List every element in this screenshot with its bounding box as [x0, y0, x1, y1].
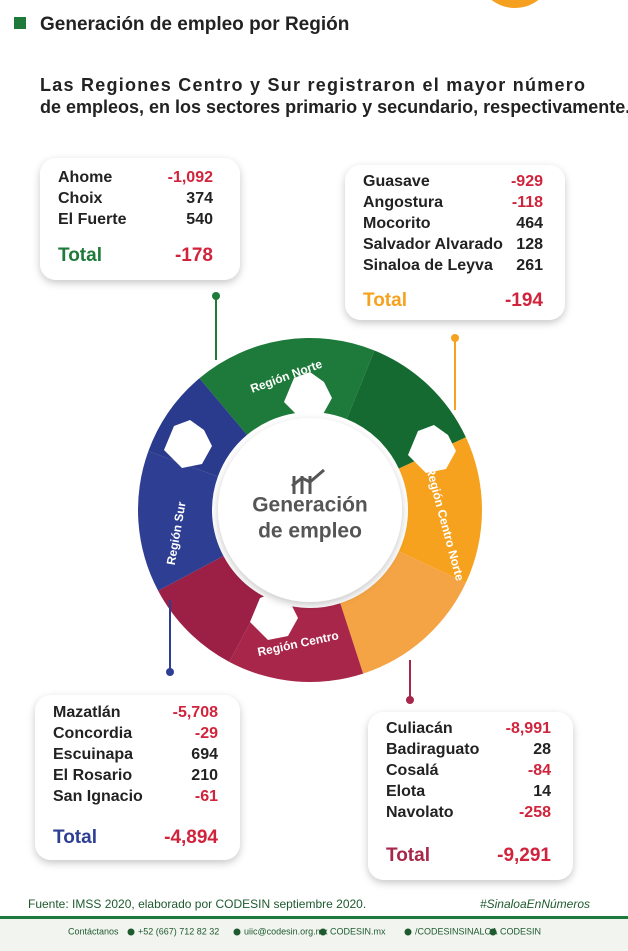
region-map	[408, 425, 456, 473]
municipality-value: -258	[519, 804, 551, 821]
municipality-name: Culiacán	[386, 720, 453, 737]
title: Generación de empleo por Región	[40, 14, 349, 35]
donut-segment	[398, 437, 482, 583]
municipality-name: Angostura	[363, 194, 443, 211]
region-map	[284, 372, 332, 420]
subtitle-line: Las Regiones Centro y Sur registraron el…	[40, 75, 585, 95]
footer-rule	[0, 916, 628, 919]
municipality-value: -8,991	[506, 720, 551, 737]
total-label: Total	[386, 845, 430, 866]
decor-circle	[491, 0, 539, 8]
donut-segment	[138, 451, 224, 591]
contact-item: CODESIN.mx	[330, 926, 386, 936]
contact-item: uiic@codesin.org.mx	[244, 926, 328, 936]
connector-dot	[406, 696, 414, 704]
municipality-name: Concordia	[53, 725, 132, 742]
contact-item: +52 (667) 712 82 32	[138, 926, 219, 936]
municipality-name: Navolato	[386, 804, 454, 821]
region-card	[368, 712, 573, 880]
contact-item: CODESIN	[500, 926, 541, 936]
municipality-value: 540	[186, 211, 213, 228]
region-card	[345, 165, 565, 320]
contact-item: /CODESINSINALOA	[415, 926, 498, 936]
contact-icon	[319, 928, 327, 936]
total-value: -4,894	[164, 827, 218, 848]
center-text: Generación	[252, 494, 368, 517]
municipality-name: Salvador Alvarado	[363, 236, 503, 253]
donut-segment	[199, 338, 375, 435]
subtitle-line: de empleos, en los sectores primario y s…	[40, 97, 628, 117]
municipality-name: Guasave	[363, 173, 430, 190]
connector-dot	[451, 334, 459, 342]
municipality-name: Badiraguato	[386, 741, 480, 758]
hashtag: #SinaloaEnNúmeros	[480, 897, 590, 911]
donut-segment	[158, 556, 264, 662]
municipality-name: Escuinapa	[53, 746, 133, 763]
municipality-value: -61	[195, 788, 218, 805]
municipality-value: 694	[191, 746, 218, 763]
municipality-name: Sinaloa de Leyva	[363, 257, 493, 274]
municipality-value: 128	[516, 236, 543, 253]
region-map	[250, 592, 298, 640]
municipality-value: -118	[512, 194, 543, 211]
municipality-name: El Fuerte	[58, 211, 127, 228]
donut-center	[218, 418, 402, 602]
municipality-name: Mocorito	[363, 215, 431, 232]
municipality-value: 374	[186, 190, 213, 207]
municipality-name: Ahome	[58, 169, 112, 186]
municipality-name: El Rosario	[53, 767, 132, 784]
municipality-value: -929	[511, 173, 543, 190]
total-value: -194	[505, 290, 543, 311]
municipality-name: Mazatlán	[53, 704, 121, 721]
total-label: Total	[363, 290, 407, 311]
municipality-value: -5,708	[173, 704, 218, 721]
contact-icon	[233, 928, 241, 936]
municipality-name: San Ignacio	[53, 788, 143, 805]
municipality-name: Cosalá	[386, 762, 439, 779]
total-label: Total	[53, 827, 97, 848]
source: Fuente: IMSS 2020, elaborado por CODESIN…	[28, 897, 366, 911]
municipality-name: Elota	[386, 783, 425, 800]
title-bullet	[14, 17, 26, 29]
municipality-value: 464	[516, 215, 543, 232]
footer-bar	[0, 919, 628, 951]
contact-icon	[404, 928, 412, 936]
total-value: -9,291	[497, 845, 551, 866]
subtitle: Las Regiones Centro y Sur registraron el…	[40, 75, 628, 117]
municipality-value: 261	[516, 257, 543, 274]
contact-icon	[127, 928, 135, 936]
region-card	[40, 158, 240, 280]
municipality-value: 210	[191, 767, 218, 784]
total-value: -178	[175, 245, 213, 266]
municipality-value: 28	[533, 741, 551, 758]
municipality-value: -1,092	[168, 169, 213, 186]
region-map	[164, 420, 212, 468]
contact-item: Contáctanos	[68, 926, 119, 936]
region-card	[35, 695, 240, 860]
municipality-value: 14	[533, 783, 551, 800]
municipality-value: -84	[528, 762, 551, 779]
connector-dot	[212, 292, 220, 300]
center-text: de empleo	[258, 520, 362, 543]
contact-icon	[489, 928, 497, 936]
donut-segment	[340, 551, 466, 674]
municipality-value: -29	[195, 725, 218, 742]
connector-dot	[166, 668, 174, 676]
total-label: Total	[58, 245, 102, 266]
chart-icon	[291, 468, 325, 494]
municipality-name: Choix	[58, 190, 103, 207]
